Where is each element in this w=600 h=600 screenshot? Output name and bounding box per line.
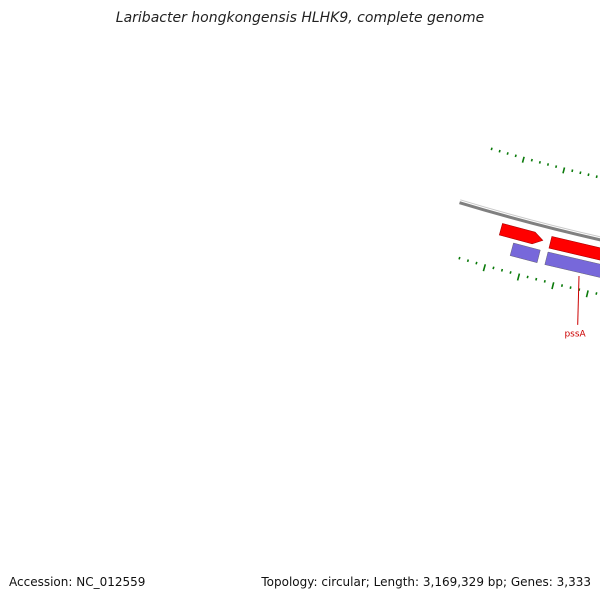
gc-tick-inner xyxy=(530,158,533,162)
map-title: Laribacter hongkongensis HLHK9, complete… xyxy=(115,10,485,26)
gc-tick-outer xyxy=(475,261,478,265)
gc-tick-outer xyxy=(526,275,529,279)
cds-arrow-1 xyxy=(498,223,544,245)
gc-tick-outer xyxy=(492,266,495,270)
gc-tick-inner xyxy=(506,152,509,155)
accession-text: Accession: NC_012559 xyxy=(9,575,146,589)
gc-tick-outer xyxy=(560,284,564,287)
gc-tick-inner xyxy=(562,167,566,174)
gc-tick-outer xyxy=(500,268,504,272)
gc-tick-outer xyxy=(458,256,461,260)
gc-tick-inner xyxy=(571,169,574,173)
backbone-shadow xyxy=(460,199,600,238)
gc-tick-outer xyxy=(551,282,555,290)
cds-arrow-2 xyxy=(548,236,600,261)
gc-tick-outer xyxy=(595,292,598,295)
gc-tick-inner xyxy=(490,147,493,151)
gc-tick-outer xyxy=(482,264,487,272)
gc-tick-inner xyxy=(595,175,598,179)
gc-tick-inner xyxy=(546,163,550,166)
gc-tick-inner xyxy=(514,154,517,158)
gc-tick-outer xyxy=(543,280,546,283)
gc-tick-outer xyxy=(516,273,521,281)
gene-label-pssA: pssA xyxy=(564,330,586,340)
backbone-line xyxy=(459,201,600,242)
gene-track xyxy=(509,242,600,278)
gc-tick-outer xyxy=(535,277,538,281)
gc-tick-inner xyxy=(555,165,558,168)
gc-tick-inner xyxy=(538,161,541,164)
gc-tick-outer xyxy=(585,290,589,298)
gc-content-ticks xyxy=(458,147,598,298)
gc-tick-inner xyxy=(521,156,525,163)
gc-tick-outer xyxy=(509,271,512,274)
genome-backbone xyxy=(459,199,600,242)
gene-box-pssA xyxy=(544,251,600,278)
gene-box-unnamed-1 xyxy=(509,242,541,263)
gene-labels: pssAphoBphoRtalAbioDcoxB xyxy=(564,275,587,340)
gc-tick-inner xyxy=(498,149,501,153)
gc-tick-outer xyxy=(569,286,572,289)
cds-track xyxy=(498,223,600,261)
gc-tick-inner xyxy=(579,171,582,175)
genome-summary-text: Topology: circular; Length: 3,169,329 bp… xyxy=(261,575,591,589)
gc-tick-outer xyxy=(466,259,470,263)
gc-tick-inner xyxy=(587,173,590,177)
leader-pssA xyxy=(577,275,580,325)
